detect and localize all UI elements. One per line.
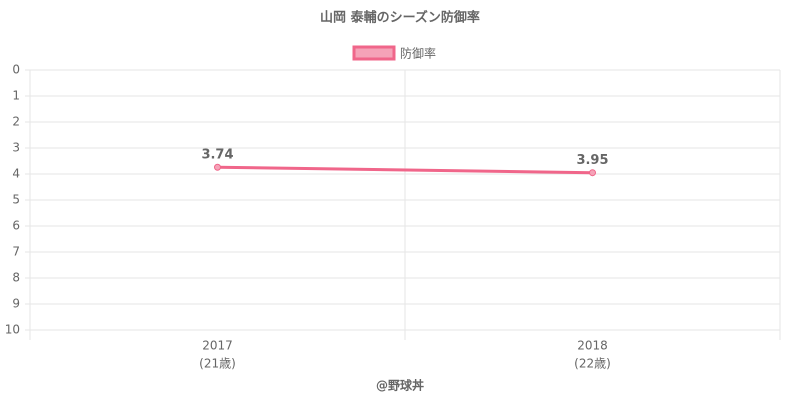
x-tick-sublabel: (22歳) <box>574 357 611 371</box>
data-label: 3.74 <box>201 148 233 163</box>
point <box>214 163 221 171</box>
y-tick-label: 9 <box>12 297 20 311</box>
x-tick-label: 2017 <box>202 339 233 353</box>
y-tick-label: 3 <box>12 141 20 155</box>
legend-label: 防御率 <box>400 46 436 61</box>
line <box>217 165 593 175</box>
footer: @野球丼 <box>376 378 424 393</box>
chart-title: 山岡 泰輔のシーズン防御率 <box>320 10 480 26</box>
point <box>589 169 596 177</box>
data-label: 3.95 <box>576 153 608 168</box>
y-tick-label: 5 <box>12 193 20 207</box>
y-tick-label: 10 <box>5 323 20 337</box>
x-tick-sublabel: (21歳) <box>199 357 236 371</box>
y-tick-label: 2 <box>12 115 20 129</box>
legend-swatch <box>352 45 396 61</box>
y-tick-label: 7 <box>12 245 20 259</box>
y-tick-label: 6 <box>12 219 20 233</box>
y-tick-label: 1 <box>12 89 20 103</box>
y-tick-label: 0 <box>12 63 20 77</box>
x-tick-label: 2018 <box>577 339 608 353</box>
y-tick-label: 4 <box>12 167 20 181</box>
y-tick-label: 8 <box>12 271 20 285</box>
